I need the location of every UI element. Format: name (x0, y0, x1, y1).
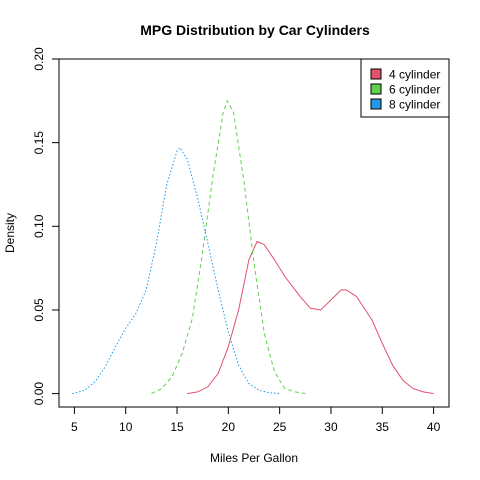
legend-swatch-3 (370, 98, 382, 110)
series-line-2 (151, 99, 306, 395)
x-tick-label: 40 (427, 420, 441, 434)
x-tick-label: 10 (119, 420, 133, 434)
y-tick-label: 0.15 (32, 131, 46, 155)
x-tick-label: 20 (222, 420, 236, 434)
legend-swatch-1 (370, 68, 382, 80)
x-axis-label: Miles Per Gallon (210, 451, 298, 465)
legend-swatch-2 (370, 83, 382, 95)
y-axis-label: Density (3, 213, 17, 253)
legend-label-3: 8 cylinder (389, 98, 440, 112)
x-tick-label: 35 (376, 420, 390, 434)
legend-label-2: 6 cylinder (389, 83, 440, 97)
y-axis: 0.00 0.05 0.10 0.15 0.20 (32, 47, 60, 406)
x-tick-label: 5 (71, 420, 78, 434)
legend-label-1: 4 cylinder (389, 68, 440, 82)
series-line-3 (72, 146, 280, 395)
chart-title: MPG Distribution by Car Cylinders (140, 22, 370, 38)
x-tick-label: 15 (170, 420, 184, 434)
x-axis: 5 10 15 20 25 30 35 40 (71, 406, 441, 434)
y-tick-label: 0.00 (32, 382, 46, 406)
y-tick-label: 0.05 (32, 298, 46, 322)
series-line-1 (187, 240, 434, 395)
y-tick-label: 0.10 (32, 214, 46, 238)
x-tick-label: 30 (324, 420, 338, 434)
x-tick-label: 25 (273, 420, 287, 434)
plot-lines (72, 99, 434, 395)
y-tick-label: 0.20 (32, 47, 46, 71)
